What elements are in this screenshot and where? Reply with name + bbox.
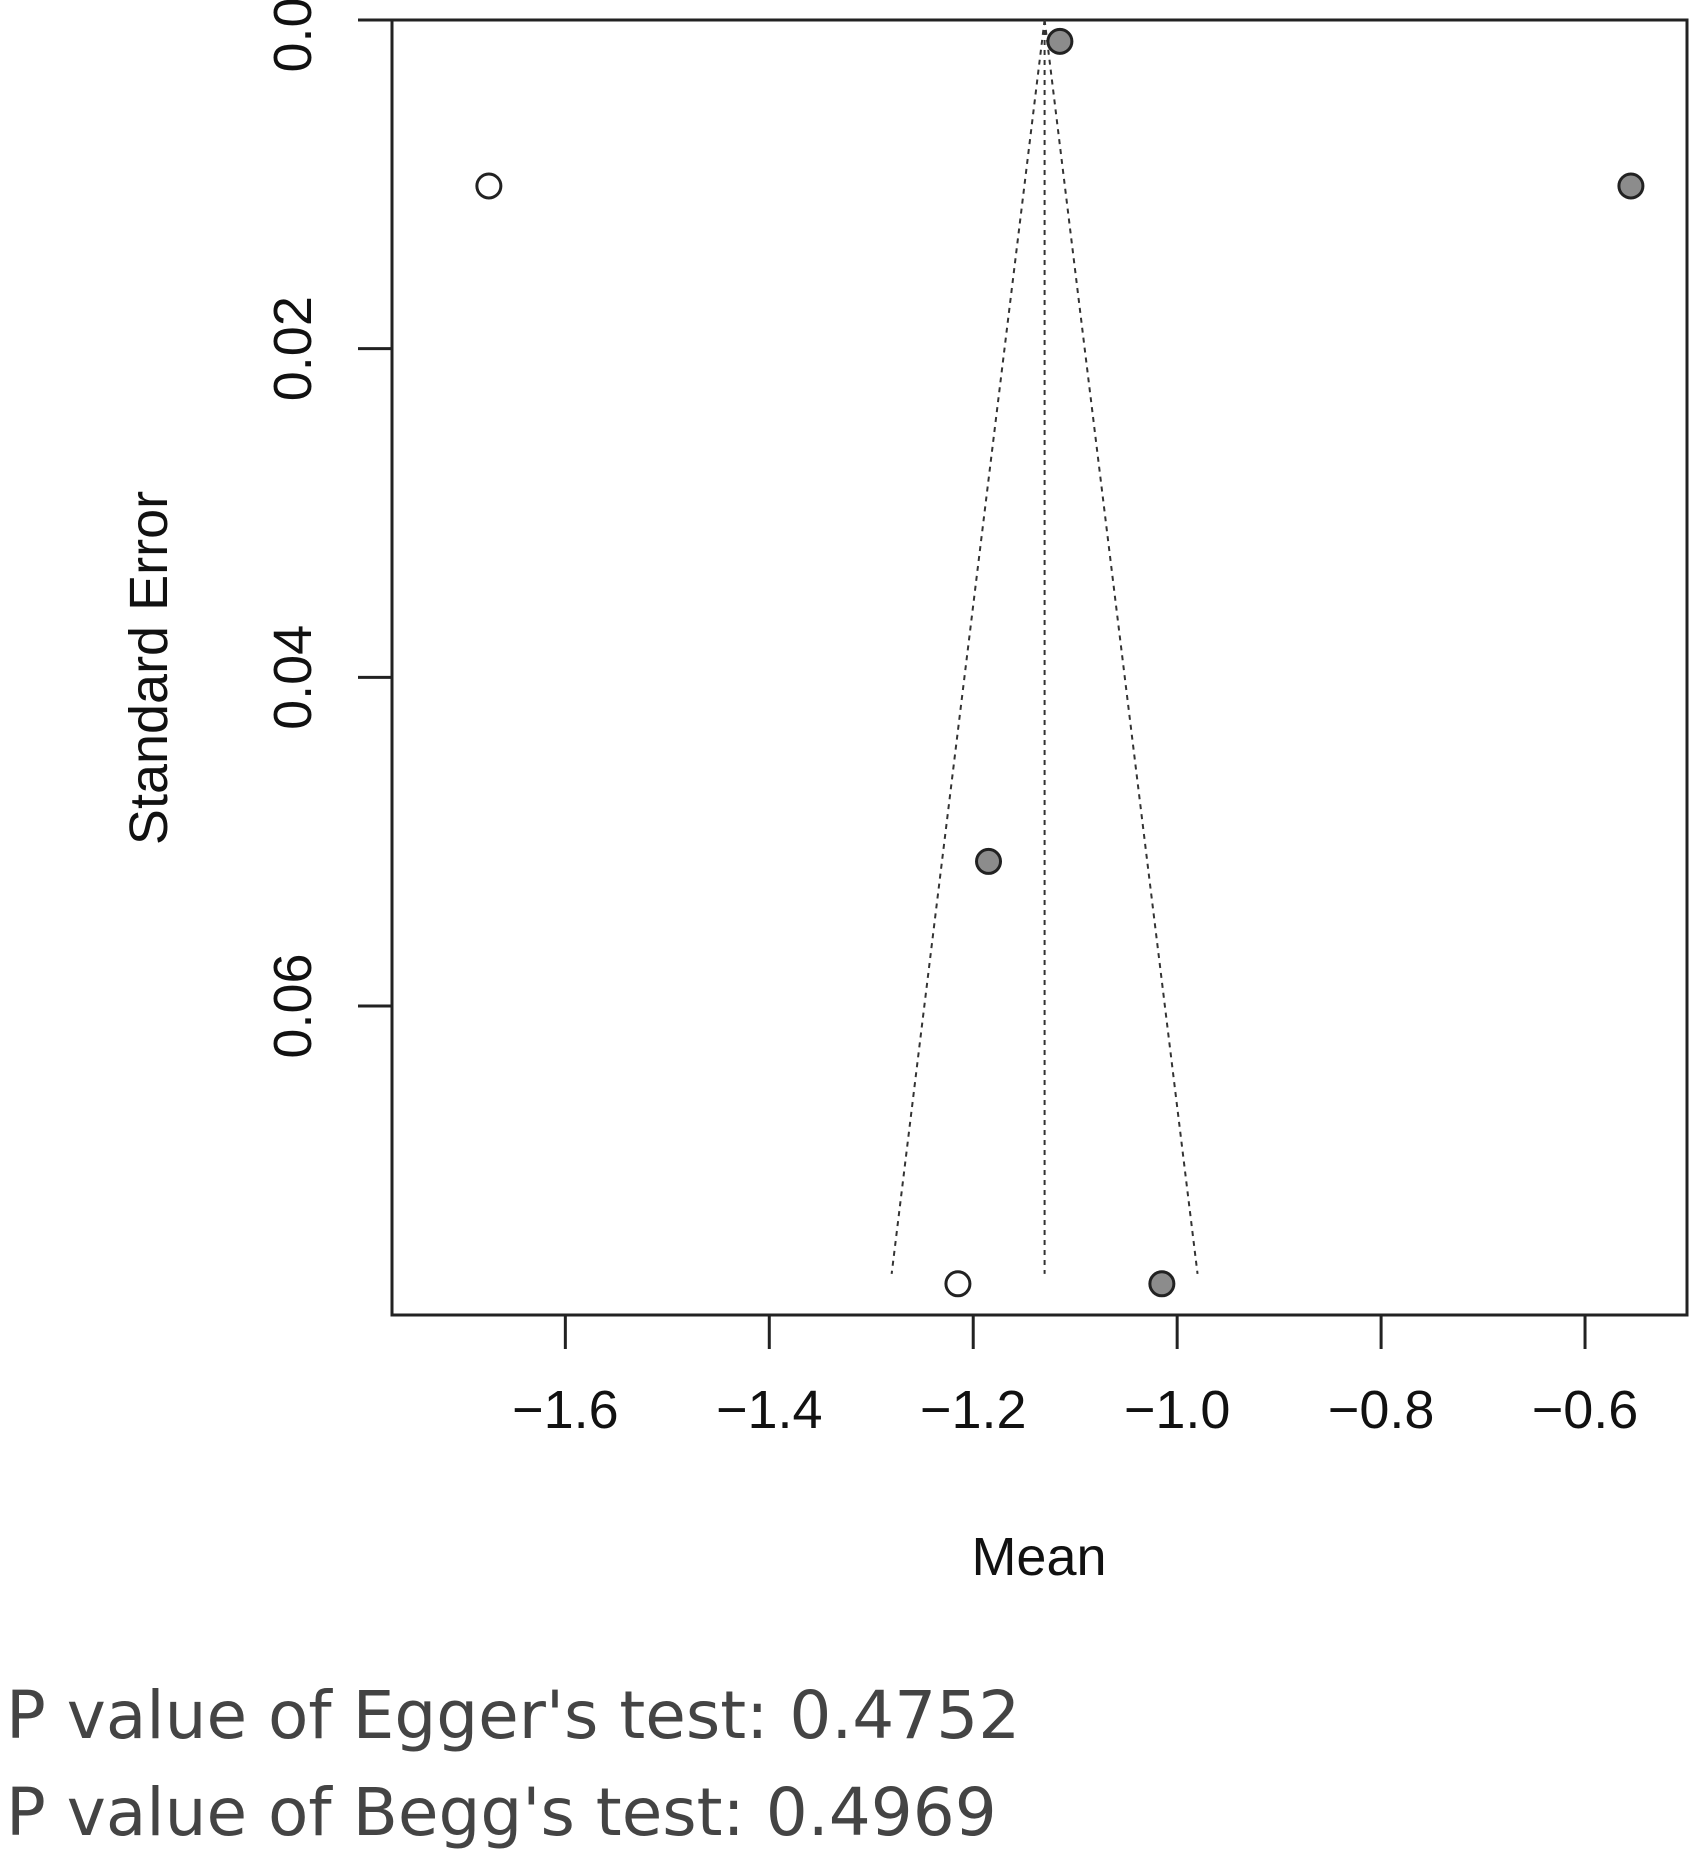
funnel-right-line xyxy=(1043,19,1199,1275)
egger-test-result: P value of Egger's test: 0.4752 xyxy=(6,1677,1021,1754)
x-tick-label: −1.0 xyxy=(1124,1380,1231,1440)
y-axis: 0.00 0.02 0.04 0.06 xyxy=(263,0,392,1059)
x-axis: −1.6 −1.4 −1.2 −1.0 −0.8 −0.6 xyxy=(512,1315,1638,1440)
data-points xyxy=(475,27,1645,1298)
x-tick-label: −1.4 xyxy=(716,1380,823,1440)
x-tick-label: −1.2 xyxy=(920,1380,1027,1440)
filled-study-point xyxy=(1617,172,1645,200)
filled-study-point xyxy=(975,847,1003,875)
plot-frame xyxy=(390,18,1689,1317)
filled-study-point xyxy=(1046,27,1074,55)
x-tick-label: −0.6 xyxy=(1532,1380,1639,1440)
open-study-point xyxy=(475,172,503,200)
y-tick-label: 0.00 xyxy=(263,0,323,73)
filled-study-point xyxy=(1148,1270,1176,1298)
funnel-plot: −1.6 −1.4 −1.2 −1.0 −0.8 −0.6 0.000.020.040.0… xyxy=(119,0,1689,1587)
y-tick-label: 0.06 xyxy=(263,953,323,1058)
funnel-left-line xyxy=(890,19,1046,1275)
funnel-lines xyxy=(890,19,1199,1275)
x-tick-label: −1.6 xyxy=(512,1380,619,1440)
x-axis-title: Mean xyxy=(971,1527,1106,1587)
x-tick-label: −0.8 xyxy=(1328,1380,1435,1440)
open-study-point xyxy=(944,1270,972,1298)
y-tick-label: 0.04 xyxy=(263,625,323,730)
y-tick-label: 0.02 xyxy=(263,296,323,401)
begg-test-result: P value of Begg's test: 0.4969 xyxy=(6,1774,997,1851)
y-axis-title: Standard Error xyxy=(119,491,179,845)
